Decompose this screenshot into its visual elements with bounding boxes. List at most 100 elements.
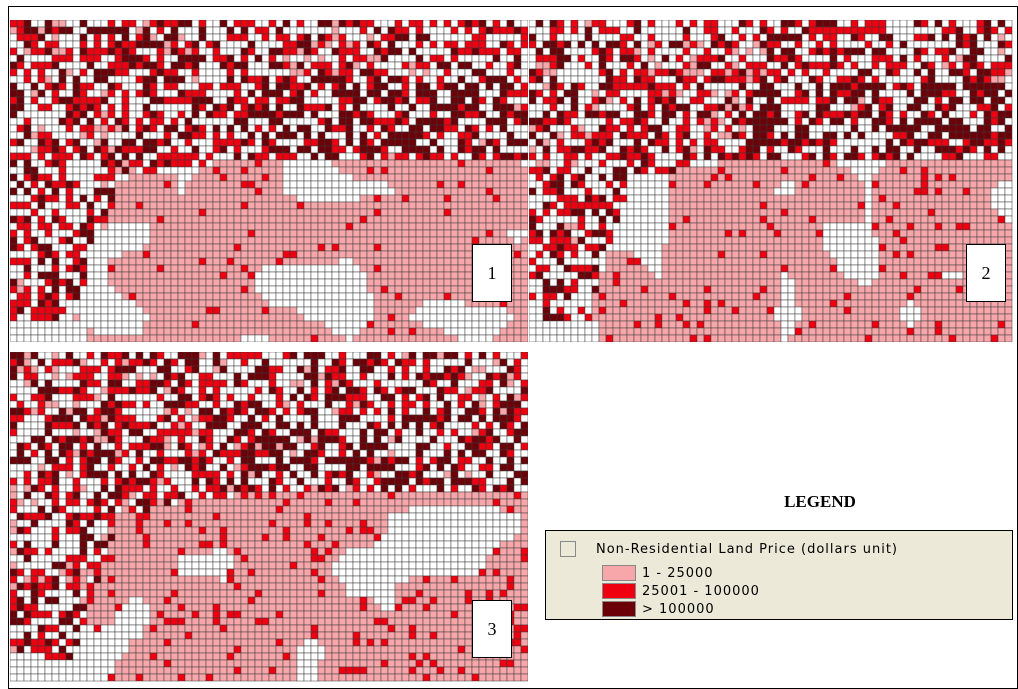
- map-cell: [578, 104, 585, 111]
- map-cell: [402, 328, 409, 335]
- map-cell: [87, 20, 94, 27]
- map-cell: [255, 153, 262, 160]
- map-cell: [94, 132, 101, 139]
- map-cell: [276, 34, 283, 41]
- map-cell: [136, 237, 143, 244]
- map-cell: [942, 83, 949, 90]
- map-cell: [886, 132, 893, 139]
- map-cell: [627, 76, 634, 83]
- map-cell: [143, 174, 150, 181]
- map-cell: [444, 139, 451, 146]
- map-cell: [746, 174, 753, 181]
- map-cell: [521, 62, 528, 69]
- map-cell: [550, 27, 557, 34]
- map-cell: [437, 258, 444, 265]
- map-cell: [122, 153, 129, 160]
- map-cell: [101, 174, 108, 181]
- map-cell: [991, 167, 998, 174]
- map-cell: [571, 111, 578, 118]
- map-cell: [606, 125, 613, 132]
- map-cell: [325, 181, 332, 188]
- map-cell: [479, 48, 486, 55]
- map-cell: [115, 321, 122, 328]
- map-cell: [241, 286, 248, 293]
- map-cell: [739, 167, 746, 174]
- map-cell: [599, 167, 606, 174]
- map-cell: [704, 83, 711, 90]
- map-cell: [269, 174, 276, 181]
- map-cell: [276, 195, 283, 202]
- map-cell: [332, 286, 339, 293]
- map-cell: [157, 153, 164, 160]
- map-cell: [858, 118, 865, 125]
- map-cell: [444, 230, 451, 237]
- map-cell: [381, 300, 388, 307]
- map-cell: [66, 223, 73, 230]
- map-cell: [655, 20, 662, 27]
- map-cell: [17, 230, 24, 237]
- map-cell: [802, 146, 809, 153]
- map-cell: [262, 153, 269, 160]
- map-cell: [185, 209, 192, 216]
- map-cell: [262, 237, 269, 244]
- map-cell: [339, 76, 346, 83]
- map-cell: [634, 146, 641, 153]
- map-cell: [788, 62, 795, 69]
- map-cell: [241, 146, 248, 153]
- map-cell: [262, 314, 269, 321]
- map-cell: [599, 139, 606, 146]
- map-cell: [507, 97, 514, 104]
- map-cell: [991, 62, 998, 69]
- map-cell: [52, 153, 59, 160]
- map-cell: [283, 174, 290, 181]
- map-cell: [739, 97, 746, 104]
- map-cell: [150, 125, 157, 132]
- map-cell: [935, 104, 942, 111]
- map-cell: [893, 118, 900, 125]
- map-cell: [914, 153, 921, 160]
- map-cell: [220, 223, 227, 230]
- map-cell: [844, 76, 851, 83]
- map-cell: [760, 125, 767, 132]
- map-cell: [115, 139, 122, 146]
- map-cell: [928, 34, 935, 41]
- map-cell: [339, 230, 346, 237]
- map-cell: [325, 251, 332, 258]
- map-cell: [171, 286, 178, 293]
- map-cell: [465, 293, 472, 300]
- map-cell: [479, 83, 486, 90]
- map-cell: [893, 90, 900, 97]
- map-cell: [641, 111, 648, 118]
- map-cell: [80, 111, 87, 118]
- map-cell: [683, 62, 690, 69]
- map-cell: [276, 104, 283, 111]
- map-cell: [585, 132, 592, 139]
- map-cell: [711, 76, 718, 83]
- map-cell: [360, 125, 367, 132]
- map-cell: [613, 20, 620, 27]
- map-cell: [297, 293, 304, 300]
- map-cell: [276, 160, 283, 167]
- map-cell: [213, 34, 220, 41]
- map-cell: [465, 328, 472, 335]
- map-cell: [332, 223, 339, 230]
- map-cell: [206, 307, 213, 314]
- map-cell: [262, 244, 269, 251]
- map-cell: [879, 167, 886, 174]
- map-cell: [185, 328, 192, 335]
- map-cell: [269, 335, 276, 342]
- map-cell: [192, 125, 199, 132]
- map-cell: [157, 293, 164, 300]
- map-cell: [346, 195, 353, 202]
- map-cell: [346, 209, 353, 216]
- map-cell: [760, 167, 767, 174]
- map-cell: [739, 153, 746, 160]
- map-cell: [297, 181, 304, 188]
- map-cell: [837, 76, 844, 83]
- map-cell: [444, 307, 451, 314]
- map-cell: [136, 167, 143, 174]
- map-cell: [634, 27, 641, 34]
- map-cell: [66, 111, 73, 118]
- map-cell: [248, 55, 255, 62]
- map-cell: [290, 300, 297, 307]
